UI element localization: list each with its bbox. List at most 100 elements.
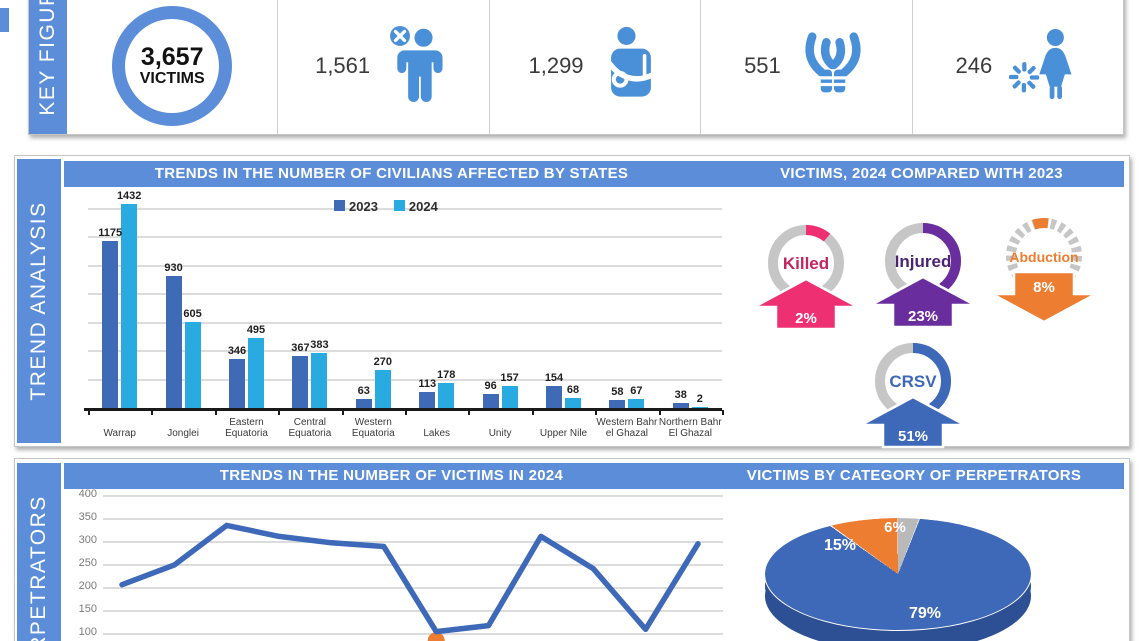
svg-text:2%: 2% — [795, 310, 817, 327]
total-victims-ring: 3,657 VICTIMS — [112, 6, 233, 126]
bar-value-2023: 930 — [164, 261, 183, 274]
bar-gridline — [88, 293, 722, 295]
trend-analysis-banner: TRENDS IN THE NUMBER OF CIVILIANS AFFECT… — [64, 161, 1124, 187]
line-y-tick: 200 — [78, 580, 97, 592]
axis-tick — [341, 410, 344, 415]
gauge-crsv: CRSV 51% — [860, 343, 966, 449]
bar-2024 — [248, 337, 264, 408]
line-y-tick: 350 — [78, 511, 97, 523]
bar-category-label: Lakes — [423, 428, 451, 439]
bar-2024 — [628, 398, 645, 408]
pie-chart-title: VICTIMS BY CATEGORY OF PERPETRATORS — [746, 467, 1082, 484]
perpetrators-banner: TRENDS IN THE NUMBER OF VICTIMS IN 2024 … — [64, 463, 1124, 489]
injured-person-icon — [600, 26, 662, 107]
bar-2023 — [102, 240, 119, 408]
key-figures-cells: 3,657 VICTIMS 1,561 1,299 — [67, 0, 1123, 134]
bar-value-2023: 38 — [674, 388, 687, 401]
bar-value-2024: 67 — [630, 384, 643, 397]
svg-text:51%: 51% — [898, 428, 928, 445]
bar-2023 — [292, 355, 309, 408]
bar-2023 — [546, 386, 562, 408]
bar-category-label: Central Equatoria — [288, 417, 332, 439]
total-victims-cell: 3,657 VICTIMS — [67, 0, 277, 134]
line-gridline — [103, 633, 723, 635]
axis-tick — [214, 410, 217, 415]
bar-2024 — [311, 353, 328, 408]
bar-category-label: Warrap — [103, 428, 136, 439]
axis-tick — [531, 410, 534, 415]
perpetrators-section: PERPETRATORS TRENDS IN THE NUMBER OF VIC… — [14, 458, 1130, 641]
abducted-count: 551 — [744, 53, 781, 78]
injured-count: 1,299 — [528, 53, 584, 78]
bar-legend: 2023 2024 — [334, 199, 438, 214]
cropped-blue-fragment — [0, 8, 9, 32]
bar-gridline — [88, 236, 722, 238]
bar-2023 — [609, 399, 626, 408]
bar-2023 — [229, 358, 245, 408]
legend-item: 2024 — [393, 199, 438, 214]
comparison-title: VICTIMS, 2024 COMPARED WITH 2023 — [780, 165, 1063, 182]
bar-chart: 1175 1432 Warrap 930 605 Jonglei 346 495 Eastern… — [76, 183, 724, 439]
bar-2023 — [672, 402, 689, 408]
bar-2023 — [419, 391, 436, 408]
bar-category-label: Western Equatoria — [351, 417, 395, 439]
bar-2024 — [691, 407, 708, 408]
line-marker — [427, 632, 445, 641]
total-victims-value: 3,657 — [140, 43, 204, 72]
bar-category-label: Unity — [488, 428, 512, 439]
line-y-tick: 300 — [78, 534, 97, 546]
key-figures-section: KEY FIGURES 3,657 VICTIMS 1,561 — [28, 0, 1124, 135]
bar-category-label: Jonglei — [167, 428, 199, 439]
bar-2023 — [355, 399, 372, 408]
bar-category-label: Eastern Equatoria — [225, 417, 268, 439]
svg-text:CRSV: CRSV — [889, 372, 937, 391]
line-chart-title: TRENDS IN THE NUMBER OF VICTIMS IN 2024 — [219, 467, 564, 484]
gauge-abduction: Abduction 8% — [991, 218, 1097, 324]
crsv-stat-cell: 246 — [911, 0, 1123, 134]
crsv-count: 246 — [955, 53, 993, 78]
line-gridline — [103, 610, 723, 612]
line-series — [119, 522, 701, 641]
killed-person-icon — [386, 25, 452, 107]
trend-analysis-label: TREND ANALYSIS — [27, 201, 50, 401]
pie-chart: 6% 79% 15% — [755, 499, 1085, 641]
axis-tick — [88, 410, 90, 415]
bar-value-2023: 113 — [418, 377, 437, 390]
pie-slice-label: 79% — [908, 605, 942, 622]
bar-value-2024: 1432 — [116, 189, 142, 202]
key-figures-label: KEY FIGURES — [36, 0, 59, 116]
abducted-stat-cell: 551 — [700, 0, 911, 134]
total-victims-unit: VICTIMS — [139, 69, 205, 87]
bar-value-2023: 346 — [227, 344, 247, 357]
axis-tick — [658, 410, 661, 415]
bar-gridline — [88, 207, 722, 210]
injured-stat-cell: 1,299 — [488, 0, 700, 134]
bar-value-2024: 68 — [566, 384, 580, 397]
line-gridline — [103, 495, 723, 497]
bar-chart-title: TRENDS IN THE NUMBER OF CIVILIANS AFFECT… — [154, 165, 629, 182]
killed-count: 1,561 — [315, 53, 371, 78]
axis-tick — [151, 410, 154, 415]
axis-tick — [722, 410, 724, 415]
trend-analysis-band: TREND ANALYSIS — [17, 159, 61, 443]
bar-value-2023: 154 — [544, 372, 564, 385]
bar-value-2024: 383 — [310, 339, 329, 352]
bar-category-label: Northern Bahr El Ghazal — [658, 417, 722, 439]
bar-value-2024: 178 — [437, 368, 456, 381]
line-y-tick: 250 — [78, 557, 97, 569]
line-chart: 400 350 300 250 200 150 100 — [65, 487, 745, 641]
svg-text:Abduction: Abduction — [1009, 249, 1078, 265]
bar-2023 — [482, 394, 499, 408]
bar-2024 — [184, 321, 201, 408]
svg-text:Killed: Killed — [783, 254, 829, 273]
bar-value-2024: 605 — [183, 307, 202, 320]
line-gridline — [103, 587, 723, 589]
bar-2023 — [165, 275, 182, 408]
killed-stat-cell: 1,561 — [277, 0, 488, 134]
trend-analysis-section: TREND ANALYSIS TRENDS IN THE NUMBER OF C… — [14, 155, 1130, 449]
pie-top — [764, 517, 1032, 631]
pie-slice-label: 6% — [884, 519, 906, 536]
bar-value-2023: 63 — [357, 385, 370, 397]
axis-tick — [278, 410, 281, 415]
